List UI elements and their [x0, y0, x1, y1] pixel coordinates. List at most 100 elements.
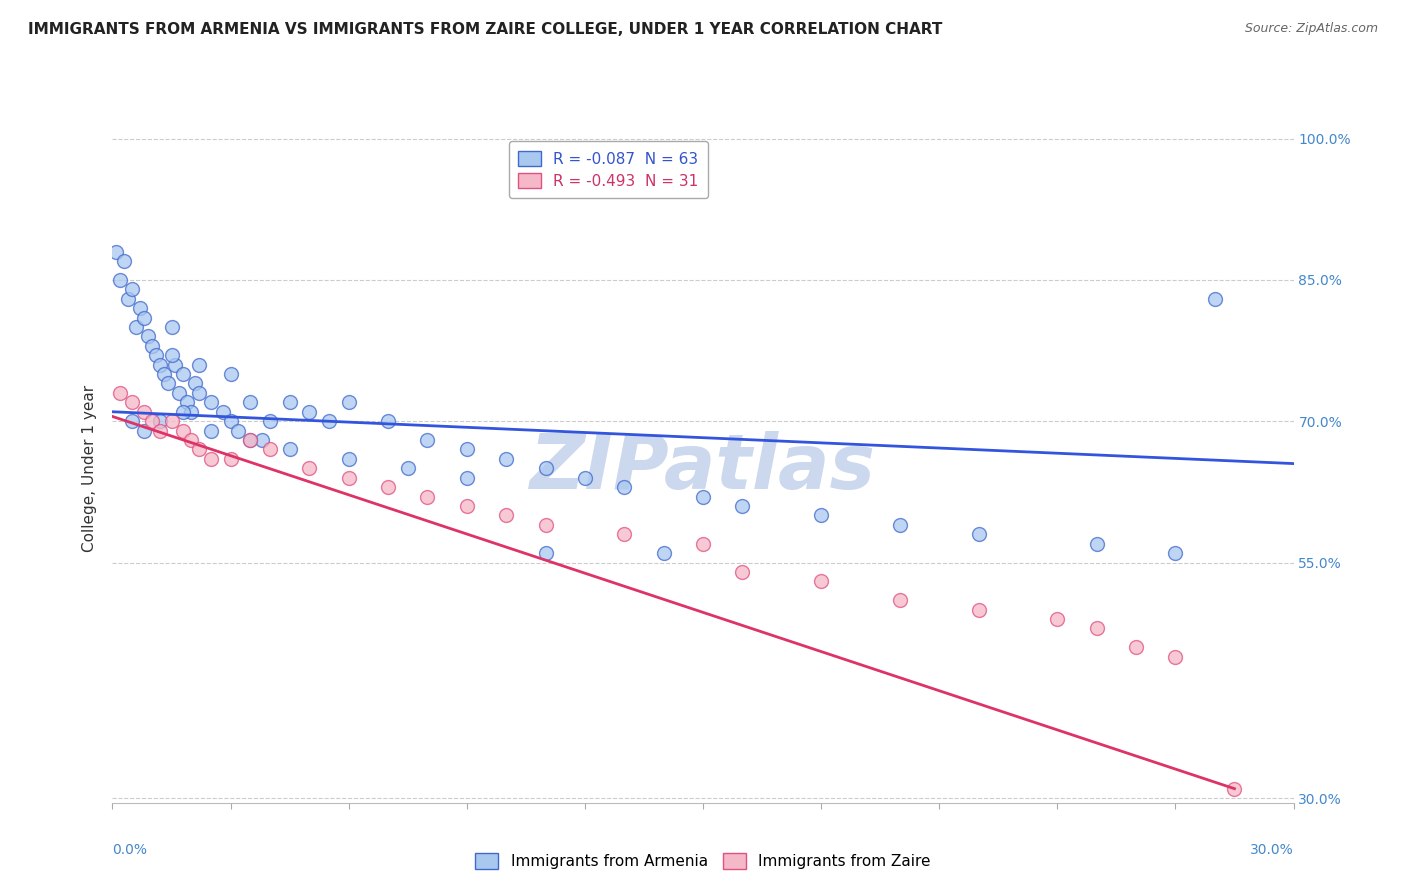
- Point: [121, 282, 143, 296]
- Point: [967, 602, 990, 616]
- Point: [149, 358, 172, 372]
- Point: [534, 546, 557, 560]
- Point: [188, 358, 211, 372]
- Point: [172, 367, 194, 381]
- Point: [1085, 622, 1108, 636]
- Text: ZIPatlas: ZIPatlas: [530, 432, 876, 505]
- Point: [105, 244, 128, 259]
- Legend: Immigrants from Armenia, Immigrants from Zaire: Immigrants from Armenia, Immigrants from…: [470, 847, 936, 875]
- Point: [110, 385, 132, 400]
- Point: [1125, 640, 1147, 655]
- Point: [145, 348, 167, 362]
- Point: [125, 320, 148, 334]
- Text: IMMIGRANTS FROM ARMENIA VS IMMIGRANTS FROM ZAIRE COLLEGE, UNDER 1 YEAR CORRELATI: IMMIGRANTS FROM ARMENIA VS IMMIGRANTS FR…: [28, 22, 942, 37]
- Point: [967, 527, 990, 541]
- Point: [112, 254, 135, 268]
- Point: [337, 471, 360, 485]
- Point: [149, 424, 172, 438]
- Point: [692, 490, 714, 504]
- Point: [574, 471, 596, 485]
- Point: [200, 451, 222, 466]
- Point: [141, 414, 163, 428]
- Point: [132, 424, 155, 438]
- Point: [239, 433, 262, 447]
- Point: [149, 414, 172, 428]
- Point: [239, 433, 262, 447]
- Point: [810, 508, 832, 523]
- Point: [652, 546, 675, 560]
- Point: [1046, 612, 1069, 626]
- Point: [278, 442, 301, 457]
- Point: [377, 480, 399, 494]
- Point: [613, 480, 636, 494]
- Y-axis label: College, Under 1 year: College, Under 1 year: [82, 384, 97, 552]
- Point: [136, 329, 159, 343]
- Point: [129, 301, 152, 315]
- Point: [1085, 537, 1108, 551]
- Point: [211, 405, 233, 419]
- Point: [534, 461, 557, 475]
- Point: [495, 508, 517, 523]
- Point: [169, 385, 191, 400]
- Point: [889, 517, 911, 532]
- Point: [259, 442, 281, 457]
- Point: [318, 414, 340, 428]
- Point: [1223, 781, 1246, 796]
- Point: [337, 395, 360, 409]
- Point: [200, 395, 222, 409]
- Point: [239, 395, 262, 409]
- Point: [298, 405, 321, 419]
- Point: [121, 395, 143, 409]
- Point: [219, 451, 242, 466]
- Point: [188, 442, 211, 457]
- Point: [259, 414, 281, 428]
- Legend: R = -0.087  N = 63, R = -0.493  N = 31: R = -0.087 N = 63, R = -0.493 N = 31: [509, 142, 707, 198]
- Point: [416, 433, 439, 447]
- Point: [456, 442, 478, 457]
- Point: [141, 339, 163, 353]
- Point: [731, 565, 754, 579]
- Point: [180, 433, 202, 447]
- Point: [184, 376, 207, 391]
- Point: [278, 395, 301, 409]
- Point: [692, 537, 714, 551]
- Point: [156, 376, 179, 391]
- Point: [188, 385, 211, 400]
- Point: [172, 405, 194, 419]
- Point: [298, 461, 321, 475]
- Point: [152, 367, 174, 381]
- Point: [117, 292, 139, 306]
- Point: [160, 348, 183, 362]
- Point: [613, 527, 636, 541]
- Point: [160, 414, 183, 428]
- Point: [337, 451, 360, 466]
- Point: [534, 517, 557, 532]
- Point: [132, 405, 155, 419]
- Point: [132, 310, 155, 325]
- Point: [1164, 649, 1187, 664]
- Point: [1204, 292, 1226, 306]
- Point: [456, 471, 478, 485]
- Point: [416, 490, 439, 504]
- Text: 0.0%: 0.0%: [112, 843, 148, 857]
- Point: [180, 405, 202, 419]
- Point: [200, 424, 222, 438]
- Point: [228, 424, 250, 438]
- Point: [250, 433, 273, 447]
- Point: [219, 367, 242, 381]
- Point: [377, 414, 399, 428]
- Point: [219, 414, 242, 428]
- Point: [165, 358, 187, 372]
- Point: [172, 424, 194, 438]
- Text: 30.0%: 30.0%: [1250, 843, 1294, 857]
- Point: [889, 593, 911, 607]
- Point: [121, 414, 143, 428]
- Point: [495, 451, 517, 466]
- Point: [110, 273, 132, 287]
- Text: Source: ZipAtlas.com: Source: ZipAtlas.com: [1244, 22, 1378, 36]
- Point: [396, 461, 419, 475]
- Point: [731, 499, 754, 513]
- Point: [810, 574, 832, 589]
- Point: [1164, 546, 1187, 560]
- Point: [160, 320, 183, 334]
